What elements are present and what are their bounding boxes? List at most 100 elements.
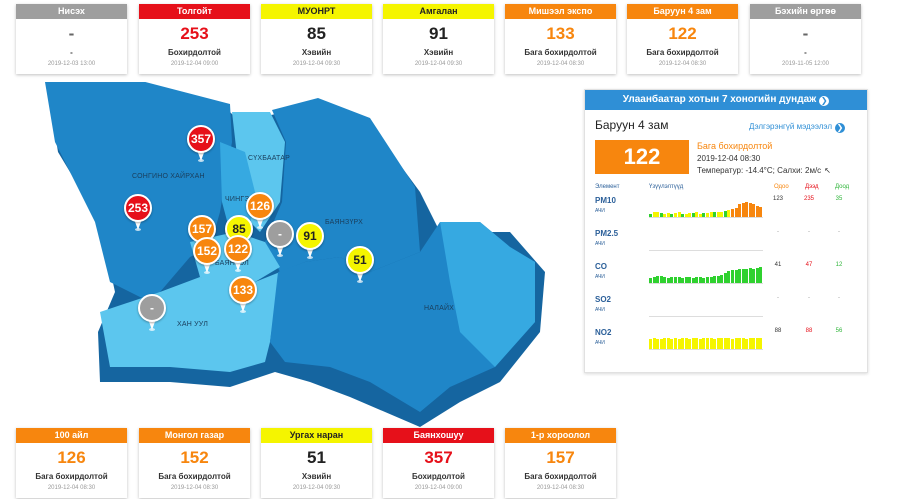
sparkline-bar xyxy=(709,212,713,217)
pollutant-name: NO2 xyxy=(595,328,612,337)
pollutant-row[interactable]: PM2.5 АЧИ - - - xyxy=(595,229,859,259)
sparkline-bar xyxy=(670,214,674,217)
sparkline-bar xyxy=(745,339,749,349)
station-card-name: Баруун 4 зам xyxy=(627,4,738,19)
sparkline-bar xyxy=(730,339,734,349)
map-station-pin[interactable]: 51 xyxy=(346,246,374,286)
weekly-average-header[interactable]: Улаанбаатар хотын 7 хоногийн дундаж ❯ xyxy=(585,90,867,110)
map-station-pin[interactable]: 133 xyxy=(229,276,257,316)
sparkline-bar xyxy=(677,212,681,217)
sparkline-bar xyxy=(670,339,674,349)
weekly-average-title: Улаанбаатар хотын 7 хоногийн дундаж xyxy=(622,94,817,105)
station-card-level: Хэвийн xyxy=(301,48,332,57)
sparkline-bar xyxy=(702,338,706,349)
pollutant-row[interactable]: PM10 АЧИ 123 235 35 xyxy=(595,196,859,226)
map-pin-value: 91 xyxy=(296,222,324,250)
station-card-aqi: 253 xyxy=(180,24,209,43)
map-station-pin[interactable]: 253 xyxy=(124,194,152,234)
sparkline-bar xyxy=(695,338,699,349)
chevron-right-icon: ❯ xyxy=(819,96,830,106)
sparkline-bar xyxy=(723,211,727,217)
station-card[interactable]: Амгалан 91 Хэвийн 2019-12-04 09:30 xyxy=(383,4,494,74)
map-station-pin[interactable]: 91 xyxy=(296,222,324,262)
column-header-now: Одоо xyxy=(774,184,789,190)
sparkline-bar xyxy=(713,212,717,217)
sparkline-bar xyxy=(702,278,706,283)
pollutant-sparkline xyxy=(649,297,763,317)
station-card[interactable]: Монгол газар 152 Бага бохирдолтой 2019-12-0… xyxy=(139,428,250,498)
pollutant-row[interactable]: NO2 АЧИ 88 88 56 xyxy=(595,328,859,358)
station-card[interactable]: 1-р хороолол 157 Бага бохирдолтой 2019-12-0… xyxy=(505,428,616,498)
sparkline-bar xyxy=(684,277,688,283)
district-songinokhairkhan[interactable] xyxy=(45,82,232,302)
pollutant-row[interactable]: SO2 АЧИ - - - xyxy=(595,295,859,325)
sparkline-bar xyxy=(656,276,660,283)
map-station-pin[interactable]: 152 xyxy=(193,237,221,277)
pollutant-now-value: 123 xyxy=(772,196,783,202)
station-card[interactable]: Мишээл экспо 133 Бага бохирдолтой 2019-12-0… xyxy=(505,4,616,74)
sparkline-bar xyxy=(681,278,685,283)
detail-link-label: Дэлгэрэнгүй мэдээлэл xyxy=(749,122,832,131)
station-card-name: Бэхийн өргөө xyxy=(750,4,861,19)
station-card-aqi: - xyxy=(802,24,809,43)
station-card-name: МУОНРТ xyxy=(261,4,372,19)
sparkline-bar xyxy=(688,339,692,349)
column-header-min: Доод xyxy=(835,184,850,190)
column-header-element: Элемент xyxy=(595,184,620,190)
station-card[interactable]: Ургах наран 51 Хэвийн 2019-12-04 09:30 xyxy=(261,428,372,498)
pin-tip xyxy=(238,298,248,312)
sparkline-bar xyxy=(748,203,752,217)
sparkline-bar xyxy=(695,212,699,217)
map-station-pin[interactable]: 122 xyxy=(224,235,252,275)
district-label-songinokhairkhan: СОНГИНО ХАЙРХАН xyxy=(132,173,205,180)
station-card-time: 2019-12-04 09:00 xyxy=(414,485,463,491)
station-card-aqi: 91 xyxy=(429,24,448,43)
station-card-name: Монгол газар xyxy=(139,428,250,443)
station-card-level: Бохирдолтой xyxy=(168,48,221,57)
station-card[interactable]: Баруун 4 зам 122 Бага бохирдолтой 2019-12-0… xyxy=(627,4,738,74)
station-card-name: Толгойт xyxy=(139,4,250,19)
station-card-aqi: 133 xyxy=(546,24,575,43)
sparkline-bar xyxy=(681,338,685,349)
sparkline-bar xyxy=(741,338,745,349)
station-card-time: 2019-12-04 09:30 xyxy=(414,61,463,67)
pin-shadow xyxy=(307,256,313,259)
station-card[interactable]: МУОНРТ 85 Хэвийн 2019-12-04 09:30 xyxy=(261,4,372,74)
map-station-pin[interactable]: - xyxy=(138,294,166,334)
station-card[interactable]: 100 айл 126 Бага бохирдолтой 2019-12-04 08:… xyxy=(16,428,127,498)
sparkline-bar xyxy=(716,212,720,217)
sparkline-bar xyxy=(684,214,688,217)
district-label-bayanzurkh: БАЯНЗҮРХ xyxy=(325,219,363,226)
sparkline-bar xyxy=(649,339,652,349)
detail-link[interactable]: Дэлгэрэнгүй мэдээлэл ❯ xyxy=(749,122,845,133)
pin-tip xyxy=(275,242,285,256)
pollutant-unit: АЧИ xyxy=(595,340,605,346)
pin-tip xyxy=(147,316,157,330)
station-card[interactable]: Баянхошуу 357 Бохирдолтой 2019-12-04 09:00 xyxy=(383,428,494,498)
pin-shadow xyxy=(357,280,363,283)
sparkline-bar xyxy=(759,267,763,283)
sparkline-bar xyxy=(663,277,667,283)
station-card-level: Бохирдолтой xyxy=(412,472,465,481)
sparkline-bar xyxy=(688,213,692,217)
sparkline-bar xyxy=(677,277,681,283)
selected-station-name: Баруун 4 зам xyxy=(595,118,669,132)
station-card-time: 2019-12-04 08:30 xyxy=(536,485,585,491)
sparkline-bar xyxy=(716,276,720,283)
map-station-pin[interactable]: 357 xyxy=(187,125,215,165)
station-card[interactable]: Толгойт 253 Бохирдолтой 2019-12-04 09:00 xyxy=(139,4,250,74)
station-card[interactable]: Нисэх - - 2019-12-03 13:00 xyxy=(16,4,127,74)
map-pin-value: 357 xyxy=(187,125,215,153)
station-card[interactable]: Бэхийн өргөө - - 2019-11-05 12:00 xyxy=(750,4,861,74)
pollutant-row[interactable]: CO АЧИ 41 47 12 xyxy=(595,262,859,292)
sparkline-bar xyxy=(706,338,709,349)
sparkline-bar xyxy=(727,271,731,283)
sparkline-bar xyxy=(716,338,720,349)
map-station-pin[interactable]: - xyxy=(266,220,294,260)
sparkline-bar xyxy=(670,277,674,283)
sparkline-bar xyxy=(748,338,752,349)
sparkline-bar xyxy=(727,210,731,217)
map-station-pin[interactable]: 126 xyxy=(246,192,274,232)
map-pin-value: 126 xyxy=(246,192,274,220)
